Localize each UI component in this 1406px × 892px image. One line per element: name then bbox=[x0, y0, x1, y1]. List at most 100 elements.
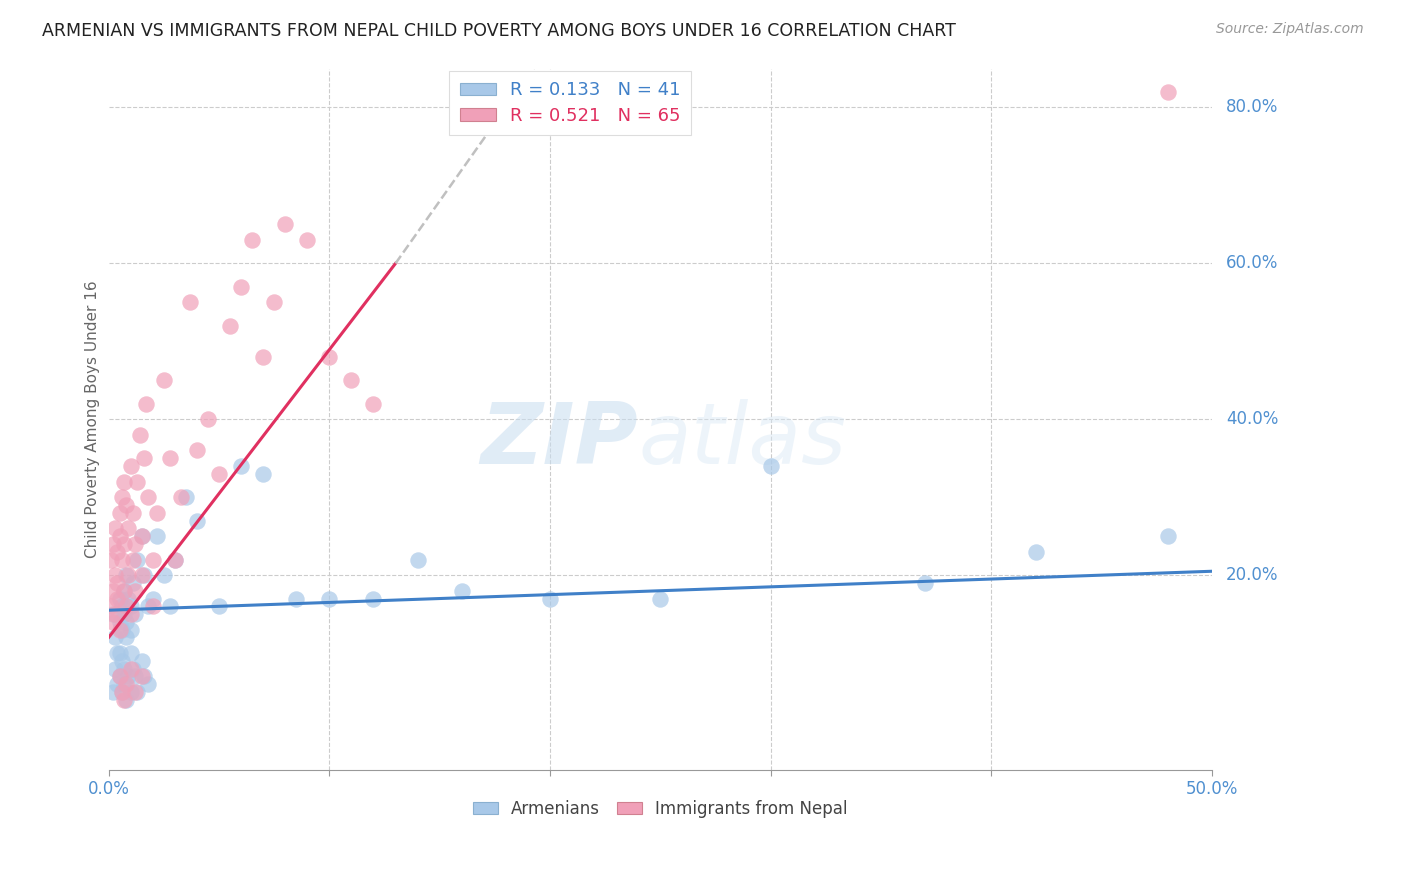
Point bbox=[112, 583, 135, 598]
Text: ARMENIAN VS IMMIGRANTS FROM NEPAL CHILD POVERTY AMONG BOYS UNDER 16 CORRELATION : ARMENIAN VS IMMIGRANTS FROM NEPAL CHILD … bbox=[42, 22, 956, 40]
Point bbox=[122, 576, 145, 591]
Point bbox=[132, 451, 155, 466]
Point bbox=[111, 599, 134, 614]
Point bbox=[142, 599, 165, 614]
Point bbox=[111, 490, 134, 504]
Point bbox=[208, 467, 231, 481]
Point bbox=[146, 529, 169, 543]
Point bbox=[111, 654, 134, 668]
Point bbox=[297, 233, 319, 247]
Point bbox=[120, 599, 142, 614]
Point bbox=[115, 599, 138, 614]
Point bbox=[117, 568, 139, 582]
Point bbox=[363, 397, 385, 411]
Text: 60.0%: 60.0% bbox=[1226, 254, 1278, 272]
Point bbox=[163, 552, 186, 566]
Point bbox=[229, 458, 252, 473]
Point bbox=[100, 552, 122, 566]
Point bbox=[108, 506, 131, 520]
Point bbox=[122, 662, 145, 676]
Point bbox=[107, 677, 129, 691]
Point bbox=[159, 599, 181, 614]
Point bbox=[108, 623, 131, 637]
Point bbox=[131, 568, 153, 582]
Point bbox=[340, 373, 363, 387]
Point bbox=[132, 568, 155, 582]
Point bbox=[285, 591, 308, 606]
Point bbox=[101, 615, 124, 629]
Point bbox=[111, 552, 134, 566]
Point bbox=[127, 552, 149, 566]
Point bbox=[101, 537, 124, 551]
Point bbox=[101, 685, 124, 699]
Point bbox=[1025, 545, 1047, 559]
Point bbox=[1157, 529, 1180, 543]
Point bbox=[138, 490, 160, 504]
Point bbox=[115, 677, 138, 691]
Point bbox=[115, 498, 138, 512]
Point bbox=[318, 591, 340, 606]
Point bbox=[131, 654, 153, 668]
Point bbox=[115, 631, 138, 645]
Point bbox=[132, 669, 155, 683]
Point bbox=[252, 467, 274, 481]
Point bbox=[107, 591, 129, 606]
Point bbox=[108, 591, 131, 606]
Point bbox=[142, 591, 165, 606]
Point bbox=[108, 615, 131, 629]
Point bbox=[107, 576, 129, 591]
Point bbox=[112, 537, 135, 551]
Point bbox=[142, 552, 165, 566]
Point bbox=[115, 615, 138, 629]
Text: 20.0%: 20.0% bbox=[1226, 566, 1278, 584]
Point bbox=[174, 490, 197, 504]
Point bbox=[111, 685, 134, 699]
Point bbox=[153, 373, 176, 387]
Point bbox=[263, 295, 285, 310]
Point bbox=[131, 529, 153, 543]
Point bbox=[120, 458, 142, 473]
Point bbox=[124, 685, 146, 699]
Point bbox=[104, 521, 127, 535]
Point bbox=[450, 583, 472, 598]
Point bbox=[914, 576, 936, 591]
Point bbox=[240, 233, 263, 247]
Point bbox=[124, 607, 146, 621]
Text: 40.0%: 40.0% bbox=[1226, 410, 1278, 428]
Text: ZIP: ZIP bbox=[481, 399, 638, 482]
Point bbox=[117, 591, 139, 606]
Point bbox=[759, 458, 782, 473]
Point bbox=[101, 607, 124, 621]
Text: Source: ZipAtlas.com: Source: ZipAtlas.com bbox=[1216, 22, 1364, 37]
Point bbox=[208, 599, 231, 614]
Point bbox=[117, 669, 139, 683]
Point bbox=[124, 537, 146, 551]
Point bbox=[101, 583, 124, 598]
Point bbox=[108, 669, 131, 683]
Point bbox=[111, 623, 134, 637]
Point bbox=[131, 529, 153, 543]
Point bbox=[100, 599, 122, 614]
Point bbox=[111, 685, 134, 699]
Point bbox=[120, 646, 142, 660]
Point bbox=[186, 514, 208, 528]
Text: atlas: atlas bbox=[638, 399, 846, 482]
Point bbox=[112, 693, 135, 707]
Point bbox=[108, 669, 131, 683]
Point bbox=[120, 662, 142, 676]
Point bbox=[363, 591, 385, 606]
Y-axis label: Child Poverty Among Boys Under 16: Child Poverty Among Boys Under 16 bbox=[86, 280, 100, 558]
Point bbox=[120, 685, 142, 699]
Point bbox=[112, 607, 135, 621]
Point bbox=[159, 451, 181, 466]
Point bbox=[108, 646, 131, 660]
Point bbox=[122, 506, 145, 520]
Text: 80.0%: 80.0% bbox=[1226, 98, 1278, 117]
Point bbox=[538, 591, 561, 606]
Point bbox=[138, 677, 160, 691]
Point bbox=[128, 427, 150, 442]
Point bbox=[406, 552, 429, 566]
Point bbox=[153, 568, 176, 582]
Legend: Armenians, Immigrants from Nepal: Armenians, Immigrants from Nepal bbox=[467, 794, 855, 825]
Point bbox=[650, 591, 672, 606]
